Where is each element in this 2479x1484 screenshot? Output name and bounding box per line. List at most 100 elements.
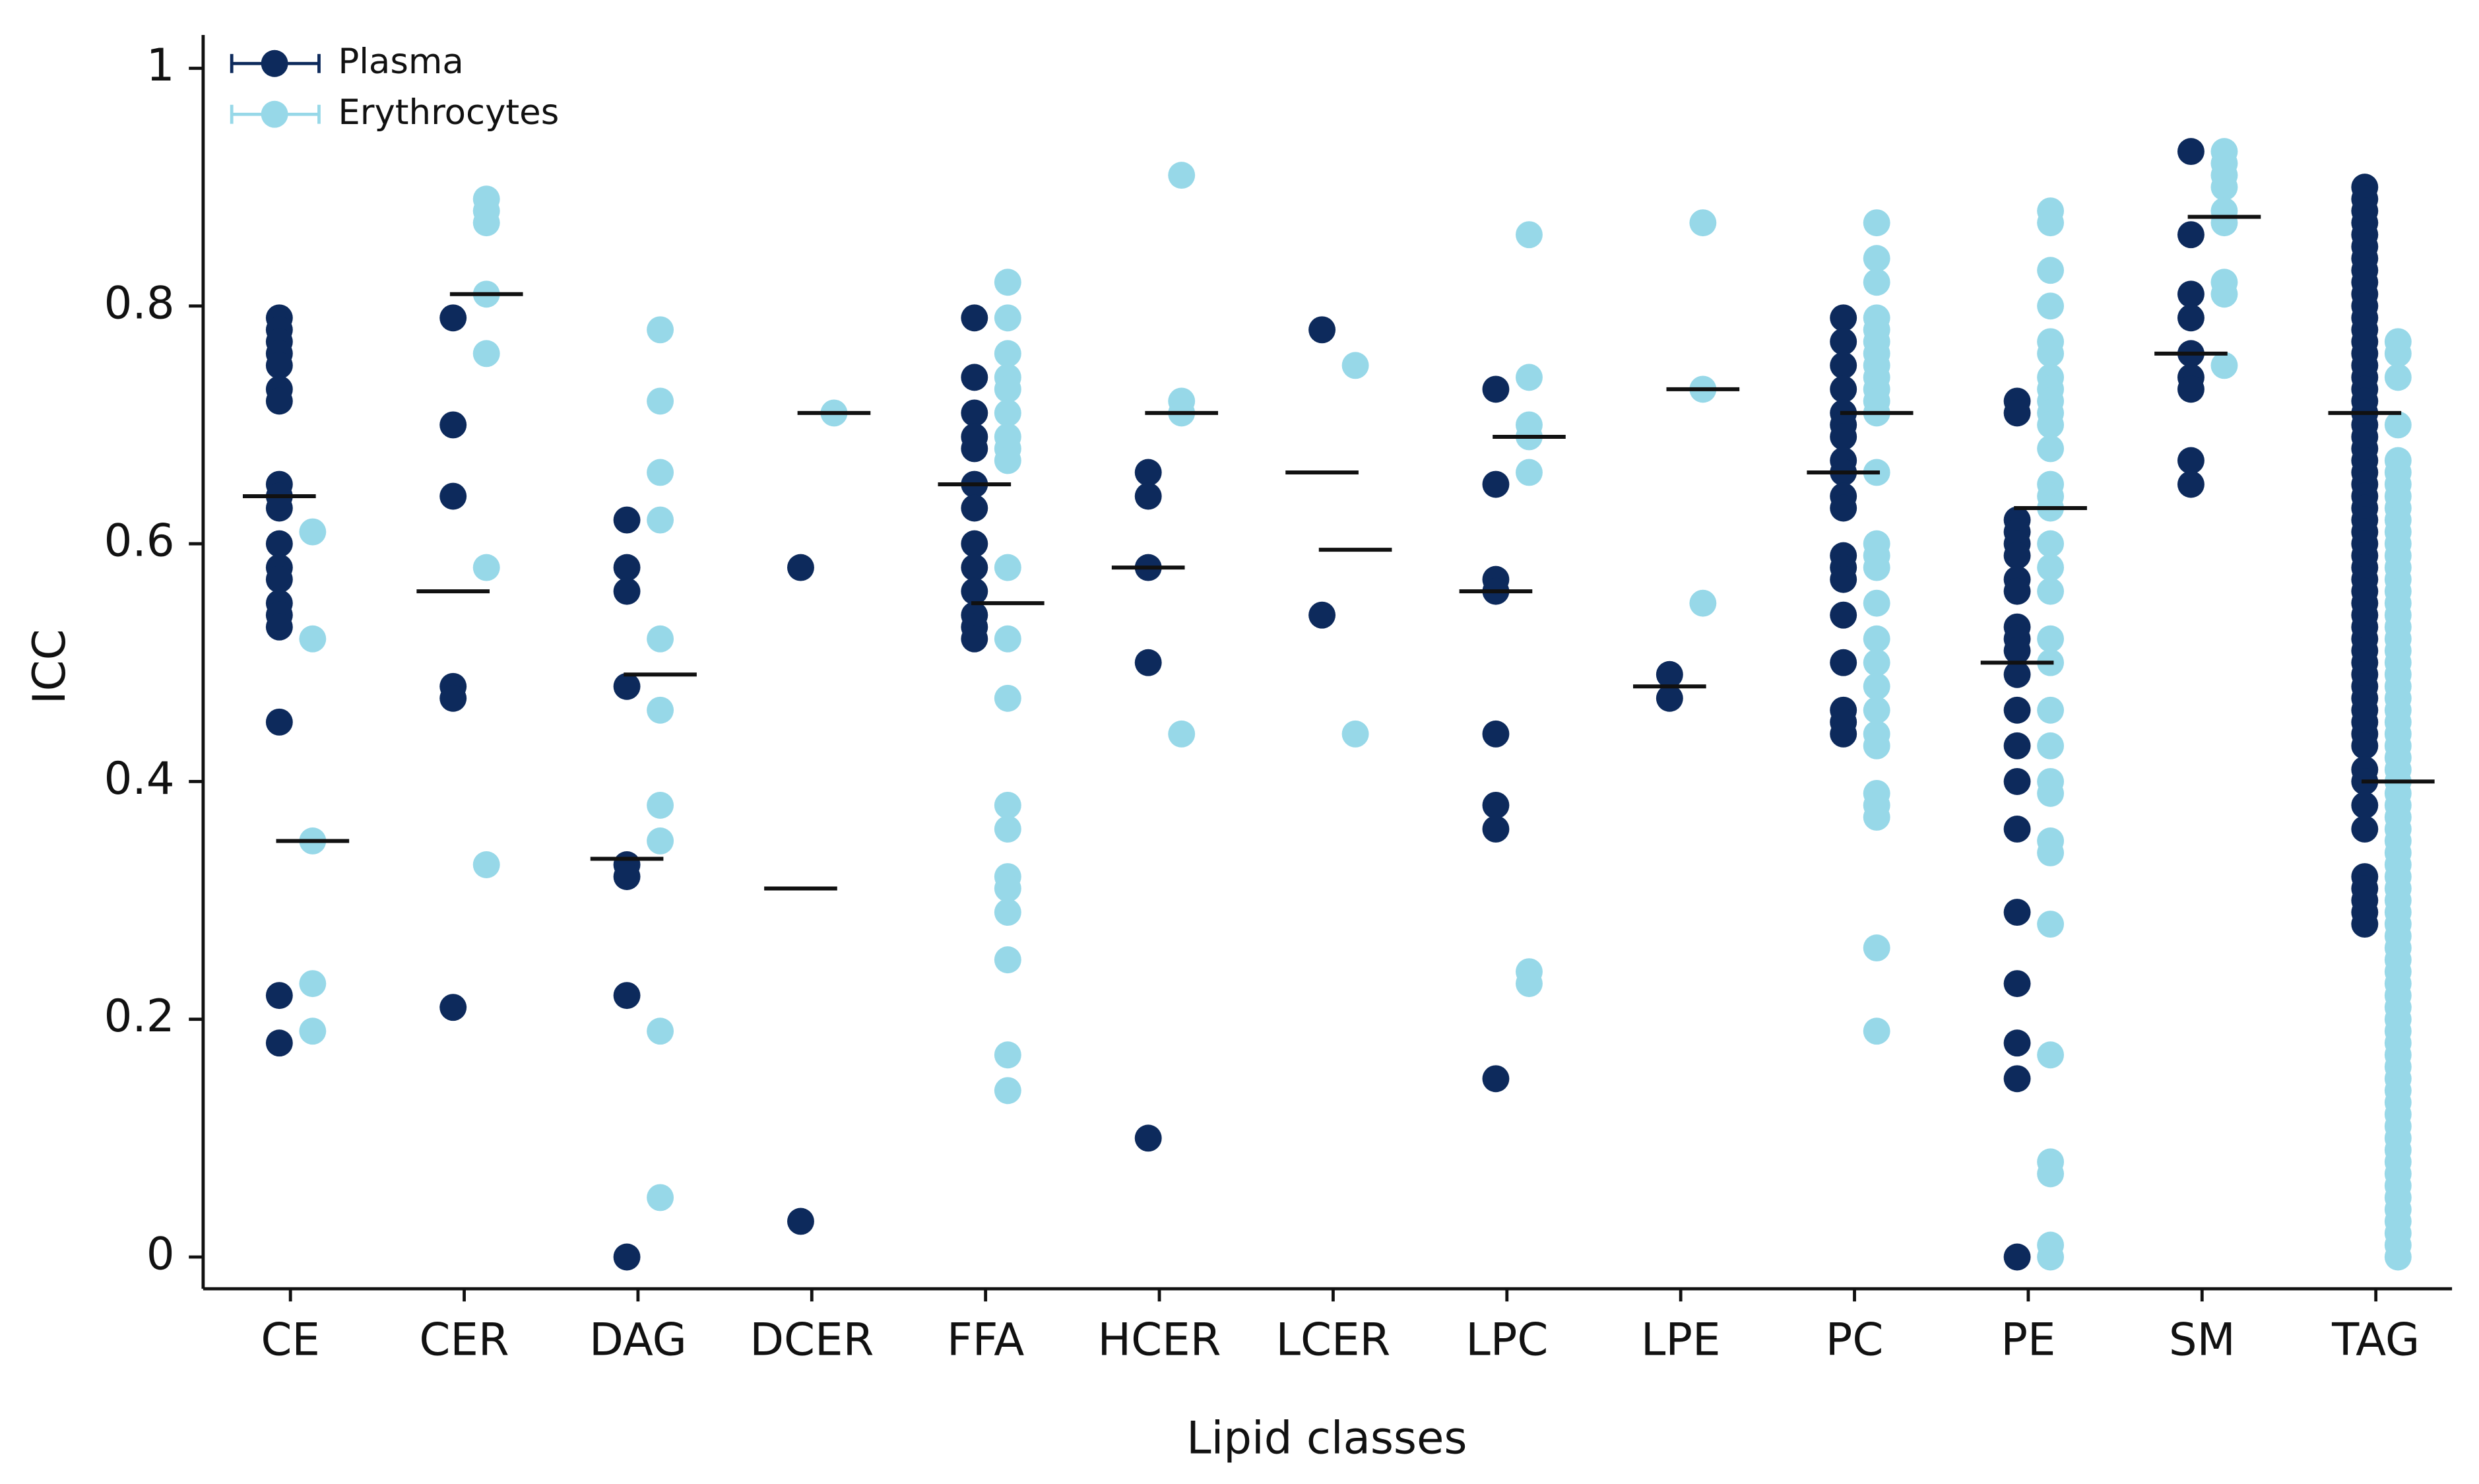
dot	[1830, 352, 1857, 379]
dot	[1863, 209, 1890, 237]
dot	[647, 696, 674, 724]
dot	[1863, 245, 1890, 273]
dot	[2177, 375, 2205, 403]
dot	[2037, 257, 2065, 284]
dot	[439, 411, 467, 439]
dot	[1689, 589, 1717, 617]
dot	[994, 375, 1021, 403]
dot	[265, 494, 293, 522]
dot	[1168, 720, 1196, 748]
dot	[299, 970, 327, 998]
dot	[2037, 554, 2065, 581]
dot	[2351, 816, 2379, 843]
dot	[1830, 304, 1857, 332]
dot	[994, 946, 1021, 974]
dot	[299, 518, 327, 546]
dot	[2037, 209, 2065, 237]
dot	[2003, 1243, 2031, 1271]
legend-dot	[261, 49, 288, 77]
dot	[1308, 316, 1336, 344]
dot	[2037, 340, 2065, 368]
dot	[994, 399, 1021, 427]
dot	[1830, 649, 1857, 676]
dot	[961, 304, 988, 332]
dot	[787, 1208, 814, 1235]
dot	[2003, 637, 2031, 664]
x-tick-label: DAG	[589, 1313, 687, 1365]
x-tick-label: FFA	[947, 1313, 1024, 1365]
dot	[2210, 280, 2238, 308]
dot	[1482, 816, 1510, 843]
legend-label: Erythrocytes	[338, 92, 559, 133]
dot	[994, 899, 1021, 926]
dot	[647, 827, 674, 855]
y-tick-label: 0.6	[104, 515, 174, 567]
dot	[994, 1077, 1021, 1105]
dot	[2037, 1243, 2065, 1271]
dot	[1656, 684, 1683, 712]
dot	[647, 791, 674, 819]
x-tick-label: CE	[261, 1313, 320, 1365]
dot	[1863, 554, 1890, 581]
dot	[2384, 411, 2412, 439]
x-tick-label: LCER	[1275, 1313, 1390, 1365]
dot	[2384, 340, 2412, 368]
dot	[1863, 625, 1890, 653]
dot	[2037, 411, 2065, 439]
dot	[2003, 1065, 2031, 1093]
y-axis-label: ICC	[23, 629, 75, 704]
dot	[2177, 470, 2205, 498]
dot	[265, 352, 293, 379]
dot	[2003, 696, 2031, 724]
dot	[1830, 565, 1857, 593]
dot	[2003, 732, 2031, 759]
dot	[265, 1029, 293, 1057]
x-tick-label: PC	[1826, 1313, 1884, 1365]
x-tick-label: CER	[419, 1313, 509, 1365]
dot	[1516, 970, 1543, 998]
x-axis-label: Lipid classes	[1186, 1412, 1467, 1464]
y-tick-label: 0.4	[104, 752, 174, 804]
dot	[613, 982, 641, 1010]
dot	[1341, 352, 1369, 379]
dot	[2037, 530, 2065, 558]
dot	[2177, 304, 2205, 332]
dot	[647, 506, 674, 534]
dot	[1830, 375, 1857, 403]
dot	[994, 684, 1021, 712]
dot	[1863, 696, 1890, 724]
dot	[1168, 162, 1196, 189]
dot	[1134, 482, 1162, 510]
x-tick-label: PE	[2001, 1313, 2055, 1365]
dot	[647, 1017, 674, 1045]
x-tick-label: HCER	[1098, 1313, 1221, 1365]
dot	[1863, 934, 1890, 962]
dot	[613, 577, 641, 605]
dot	[2384, 1243, 2412, 1271]
dot	[994, 554, 1021, 581]
dot	[647, 459, 674, 486]
dot	[647, 625, 674, 653]
dot	[1516, 221, 1543, 249]
legend-dot	[261, 100, 288, 128]
dot	[1863, 1017, 1890, 1045]
dot	[265, 530, 293, 558]
dot	[961, 399, 988, 427]
dot	[2037, 1041, 2065, 1069]
dot	[2351, 791, 2379, 819]
dot	[1830, 720, 1857, 748]
dot	[265, 982, 293, 1010]
dot	[994, 340, 1021, 368]
dot	[2003, 577, 2031, 605]
dot	[613, 1243, 641, 1271]
dot	[2003, 816, 2031, 843]
dot	[961, 530, 988, 558]
dot	[1863, 672, 1890, 700]
dot	[1134, 1124, 1162, 1152]
dot	[961, 364, 988, 391]
x-tick-label: LPC	[1465, 1313, 1548, 1365]
dot	[265, 613, 293, 641]
dot	[787, 554, 814, 581]
dot	[2003, 899, 2031, 926]
